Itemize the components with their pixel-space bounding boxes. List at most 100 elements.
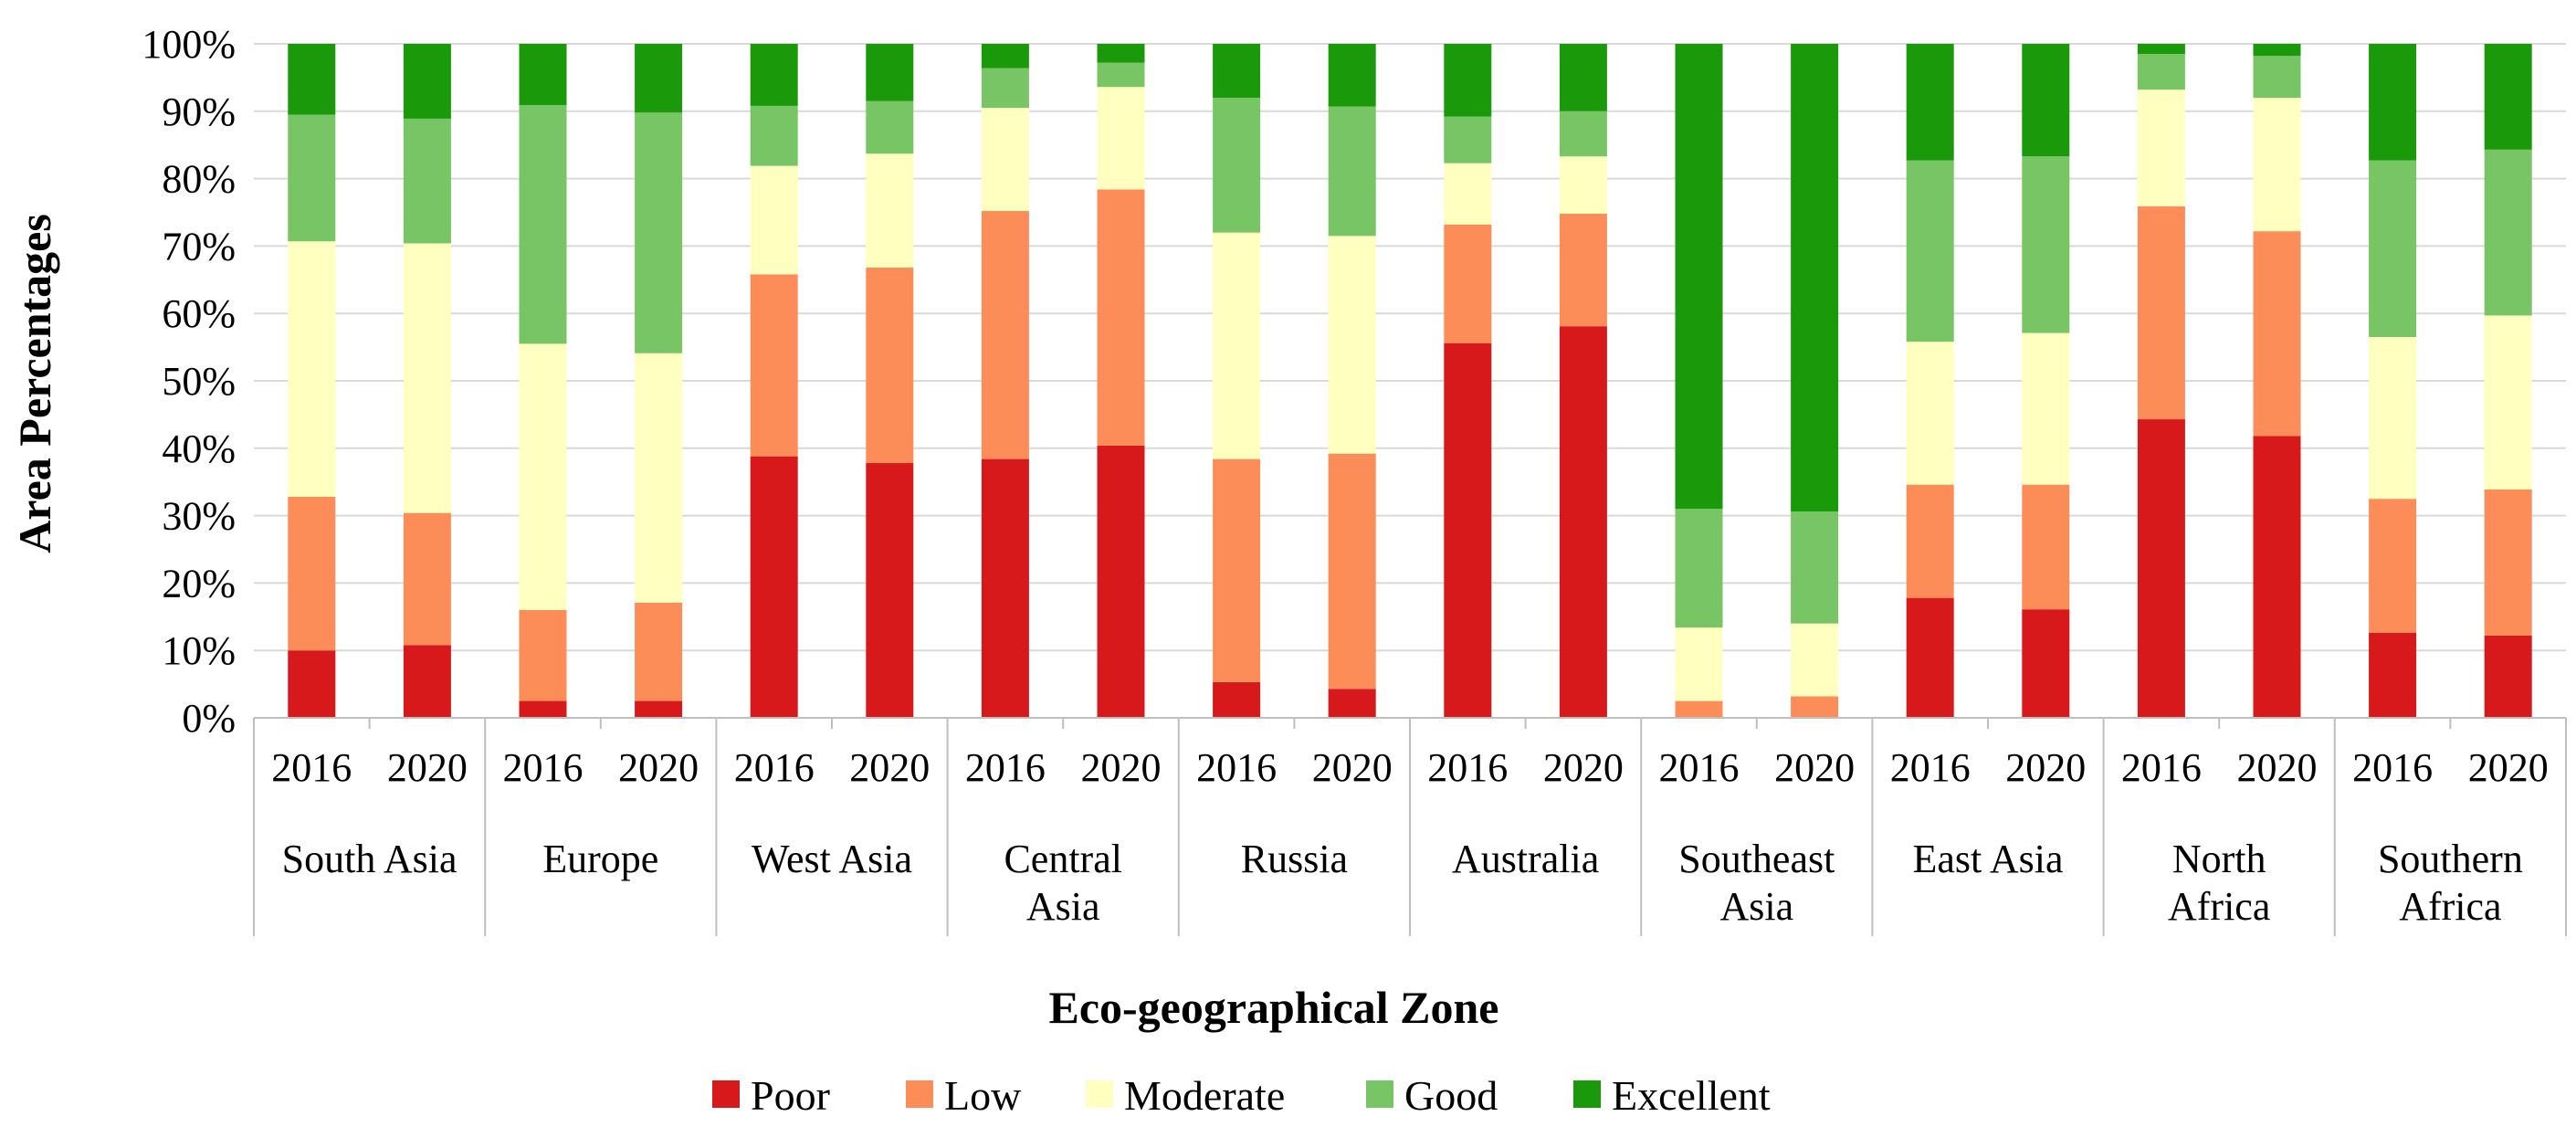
x-year-label: 2020 [2237,745,2318,790]
bar-segment-poor [1213,681,1261,718]
bar-segment-low [750,274,798,457]
bar-segment-good [1444,116,1492,163]
bar-segment-poor [288,650,336,718]
bar-segment-good [866,100,914,154]
y-tick-label: 80% [162,157,236,202]
bar-segment-low [1444,224,1492,343]
y-tick-label: 100% [142,22,236,67]
y-tick-label: 90% [162,90,236,134]
bar-segment-poor [866,463,914,718]
bar-segment-good [981,68,1029,109]
legend: Poor Low Moderate Good Excellent [712,1072,1771,1119]
bar-segment-low [1675,700,1723,718]
bar-segment-low [2022,484,2070,610]
bar-segment-poor [403,645,451,718]
bar-segment-moderate [750,165,798,275]
bar-segment-low [2137,205,2185,420]
x-year-label: 2016 [1427,745,1508,790]
x-year-label: 2020 [1774,745,1855,790]
x-zone-label: Asia [1719,884,1793,929]
bar-segment-excellent [519,44,567,106]
bar-segment-low [1097,189,1145,446]
x-year-label: 2016 [1659,745,1740,790]
bar-segment-moderate [1097,87,1145,190]
x-year-label: 2020 [1081,745,1162,790]
x-zone-label: Africa [2168,884,2270,929]
legend-label-low: Low [944,1072,1022,1119]
bar-segment-low [519,609,567,701]
bar-segment-good [519,105,567,344]
bar-segment-excellent [2484,44,2532,150]
bar-segment-poor [2137,419,2185,718]
legend-label-moderate: Moderate [1124,1072,1285,1119]
x-year-label: 2016 [1196,745,1277,790]
bar-segment-moderate [2369,337,2417,500]
x-zone-label: Africa [2399,884,2501,929]
bar-segment-good [1906,160,1954,342]
bars [288,44,2532,718]
x-zone-label: North [2172,837,2266,881]
x-year-label: 2016 [1890,745,1971,790]
bar-segment-low [635,602,683,701]
x-zone-label: East Asia [1913,837,2064,881]
bar-segment-good [635,112,683,353]
y-tick-label: 70% [162,224,236,269]
axes [253,717,2567,936]
bar-segment-good [1791,511,1839,624]
y-tick-label: 30% [162,494,236,539]
bar-segment-excellent [635,44,683,113]
x-year-label: 2020 [2005,745,2086,790]
bar-segment-moderate [2137,90,2185,206]
bar-segment-excellent [2369,44,2417,161]
bar-segment-good [1097,62,1145,88]
x-year-label: 2020 [2468,745,2549,790]
bar-segment-excellent [2137,44,2185,55]
bar-segment-excellent [981,44,1029,68]
y-tick-label: 60% [162,291,236,336]
bar-segment-good [1328,106,1376,237]
bar-segment-good [750,105,798,166]
x-zone-label: Southeast [1678,837,1835,881]
bar-segment-poor [981,458,1029,718]
x-year-label: 2016 [734,745,815,790]
x-zone-label: Southern [2378,837,2523,881]
legend-label-poor: Poor [751,1072,830,1119]
bar-segment-excellent [403,44,451,119]
x-category-labels: 2016 2020 2016 2020 2016 2020 2016 2020 2016 2020… [271,745,2548,929]
x-year-label: 2020 [1543,745,1624,790]
bar-segment-moderate [2253,98,2301,232]
legend-swatch-low [906,1080,933,1108]
bar-segment-low [981,211,1029,459]
bar-segment-low [2369,499,2417,634]
bar-segment-low [2484,489,2532,636]
bar-segment-moderate [1791,623,1839,697]
bar-segment-low [288,496,336,651]
bar-segment-excellent [1559,44,1607,111]
bar-segment-excellent [1675,44,1723,510]
bar-segment-moderate [1675,627,1723,701]
bar-segment-excellent [1213,44,1261,99]
x-year-label: 2016 [2121,745,2202,790]
bar-segment-good [2022,156,2070,333]
x-year-label: 2020 [849,745,930,790]
bar-segment-excellent [2022,44,2070,157]
x-zone-label: Russia [1241,837,1348,881]
bar-segment-excellent [750,44,798,106]
bar-segment-good [1675,509,1723,628]
y-tick-labels: 0% 10% 20% 30% 40% 50% 60% 70% 80% 90% 100% [142,22,236,741]
bar-segment-poor [2369,633,2417,718]
bar-segment-low [1328,453,1376,690]
bar-segment-poor [1097,445,1145,718]
bar-segment-moderate [981,108,1029,212]
bar-segment-excellent [1097,44,1145,63]
legend-swatch-excellent [1573,1080,1601,1108]
bar-segment-moderate [1559,156,1607,214]
bar-segment-good [2253,56,2301,99]
legend-swatch-good [1366,1080,1393,1108]
x-year-label: 2020 [387,745,468,790]
legend-label-excellent: Excellent [1612,1072,1771,1119]
bar-segment-moderate [403,243,451,513]
bar-segment-poor [1906,597,1954,718]
legend-swatch-moderate [1086,1080,1113,1108]
bar-segment-moderate [2022,332,2070,485]
